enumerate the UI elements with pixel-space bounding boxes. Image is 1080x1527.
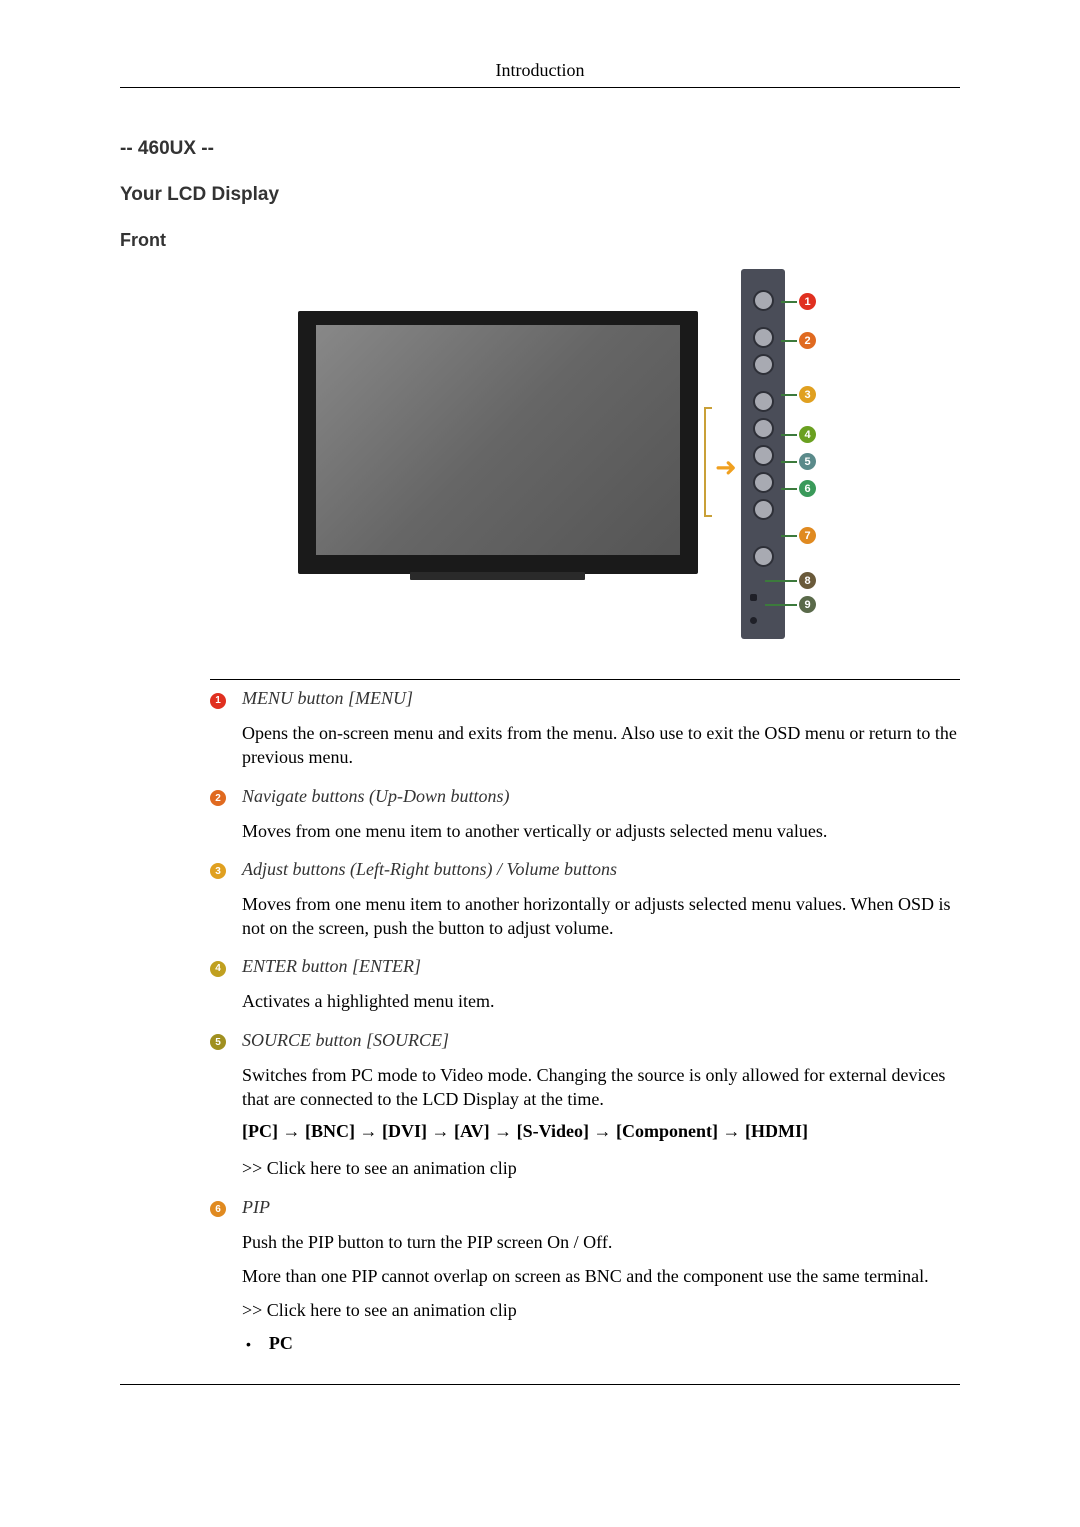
desc-body: Adjust buttons (Left-Right buttons) / Vo… [242,859,960,951]
desc-num-col: 2 [210,786,242,853]
desc-num-col: 5 [210,1030,242,1191]
desc-num-col: 6 [210,1197,242,1354]
panel-btn-power [753,546,774,567]
desc-title: ENTER button [ENTER] [242,956,960,977]
footer-rule [120,1384,960,1385]
callout-2: 2 [781,332,816,349]
description-list: 1 MENU button [MENU] Opens the on-screen m… [210,679,960,1354]
arrow-icon: ➜ [715,452,737,483]
desc-title: Navigate buttons (Up-Down buttons) [242,786,960,807]
source-sequence: [PC] → [BNC] → [DVI] → [AV] → [S-Video] … [242,1121,960,1142]
desc-text: Moves from one menu item to another hori… [242,892,960,941]
tv-stand [410,572,585,580]
desc-item: 3 Adjust buttons (Left-Right buttons) / V… [210,859,960,951]
desc-num-col: 1 [210,688,242,780]
desc-title: PIP [242,1197,960,1218]
figure-area: ➜ 1 2 3 4 [120,269,960,639]
desc-text: Push the PIP button to turn the PIP scre… [242,1230,960,1254]
remote-sensor [750,594,757,601]
desc-body: SOURCE button [SOURCE] Switches from PC m… [242,1030,960,1191]
desc-item: 2 Navigate buttons (Up-Down buttons) Moves… [210,786,960,853]
desc-text: >> Click here to see an animation clip [242,1156,960,1180]
subsection-heading: Front [120,230,960,251]
desc-num-badge: 1 [210,693,226,709]
tv-screen [316,325,680,555]
power-led [750,617,757,624]
panel-btn-source [753,472,774,493]
desc-body: ENTER button [ENTER] Activates a highligh… [242,956,960,1023]
panel-btn-down [753,354,774,375]
desc-text: Moves from one menu item to another vert… [242,819,960,843]
desc-body: MENU button [MENU] Opens the on-screen me… [242,688,960,780]
callout-8: 8 [765,572,816,589]
panel-btn-enter [753,445,774,466]
desc-body: PIP Push the PIP button to turn the PIP s… [242,1197,960,1354]
bullet-item: • PC [242,1333,960,1354]
desc-text: Opens the on-screen menu and exits from … [242,721,960,770]
desc-item: 5 SOURCE button [SOURCE] Switches from PC … [210,1030,960,1191]
desc-num-badge: 6 [210,1201,226,1217]
callout-7: 7 [781,527,816,544]
panel-btn-pip [753,499,774,520]
callout-3: 3 [781,386,816,403]
panel-btn-up [753,327,774,348]
bullet-dot-icon: • [246,1336,251,1352]
callout-9: 9 [765,596,816,613]
desc-item: 6 PIP Push the PIP button to turn the PIP … [210,1197,960,1354]
panel-btn-left [753,391,774,412]
desc-num-col: 3 [210,859,242,951]
desc-title: SOURCE button [SOURCE] [242,1030,960,1051]
callout-5: 5 [781,453,816,470]
desc-text: Switches from PC mode to Video mode. Cha… [242,1063,960,1112]
desc-num-badge: 5 [210,1034,226,1050]
callout-6: 6 [781,480,816,497]
page: Introduction -- 460UX -- Your LCD Displa… [0,0,1080,1445]
desc-item: 1 MENU button [MENU] Opens the on-screen m… [210,688,960,780]
desc-text: More than one PIP cannot overlap on scre… [242,1264,960,1288]
section-heading: Your LCD Display [120,184,960,206]
desc-num-badge: 4 [210,961,226,977]
desc-title: MENU button [MENU] [242,688,960,709]
desc-text: >> Click here to see an animation clip [242,1298,960,1322]
desc-text: Activates a highlighted menu item. [242,989,960,1013]
callout-1: 1 [781,293,816,310]
panel-btn-menu [753,290,774,311]
panel-btn-right [753,418,774,439]
desc-body: Navigate buttons (Up-Down buttons) Moves … [242,786,960,853]
front-figure: ➜ 1 2 3 4 [260,269,820,639]
desc-num-col: 4 [210,956,242,1023]
bullet-text: PC [269,1333,293,1354]
page-header: Introduction [120,60,960,88]
desc-num-badge: 3 [210,863,226,879]
side-bracket [704,407,712,517]
desc-item: 4 ENTER button [ENTER] Activates a highlig… [210,956,960,1023]
desc-num-badge: 2 [210,790,226,806]
model-heading: -- 460UX -- [120,138,960,160]
desc-title: Adjust buttons (Left-Right buttons) / Vo… [242,859,960,880]
callout-4: 4 [781,426,816,443]
